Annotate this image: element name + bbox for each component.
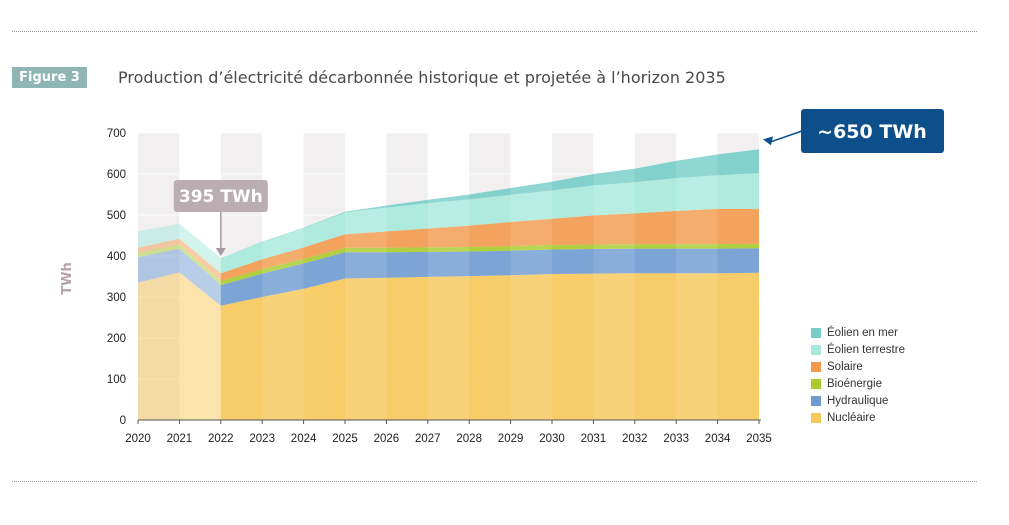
area-projected-eolien-terrestre (220, 173, 760, 274)
area-historical-hydraulique (138, 248, 221, 306)
annotation-arrow (768, 130, 803, 144)
x-tick-label: 2025 (332, 433, 358, 445)
area-projected-hydraulique (220, 248, 760, 306)
annotation-650: ~650 TWh (763, 109, 944, 153)
legend-item: Bioénergie (811, 375, 905, 392)
y-tick-label: 300 (107, 292, 126, 304)
x-tick-label: 2031 (581, 433, 607, 445)
top-divider (12, 31, 977, 32)
x-tick-label: 2030 (539, 433, 565, 445)
y-tick-label: 700 (107, 128, 126, 140)
band-overlay (262, 133, 304, 420)
legend-item: Nucléaire (811, 409, 905, 426)
legend-item: Éolien terrestre (811, 341, 905, 358)
x-tick-label: 2024 (291, 433, 317, 445)
y-axis-label: TWh (60, 262, 75, 294)
band-overlay (427, 133, 470, 420)
x-tick-label: 2027 (415, 433, 441, 445)
legend-swatch (811, 327, 821, 338)
annotation-label: ~650 TWh (817, 121, 927, 143)
x-tick-label: 2026 (374, 433, 400, 445)
area-historical-eolien-terrestre (138, 223, 221, 274)
legend-swatch (811, 378, 821, 389)
figure-badge: Figure 3 (12, 67, 87, 88)
x-tick-label: 2021 (167, 433, 193, 445)
annotation-label: 395 TWh (179, 187, 263, 207)
bottom-divider (12, 481, 977, 482)
legend-item: Solaire (811, 358, 905, 375)
band-overlay (593, 133, 635, 420)
x-tick-label: 2028 (456, 433, 482, 445)
x-tick-label: 2033 (663, 433, 689, 445)
legend-label: Bioénergie (827, 377, 882, 390)
y-tick-label: 200 (107, 333, 126, 345)
y-tick-label: 400 (107, 251, 126, 263)
legend-label: Solaire (827, 360, 863, 373)
legend: Éolien en mer Éolien terrestre Solaire Bioé… (811, 324, 905, 426)
x-tick-label: 2020 (125, 433, 151, 445)
x-tick-label: 2023 (249, 433, 275, 445)
y-tick-label: 0 (120, 415, 126, 427)
area-projected-eolien-en-mer (220, 149, 760, 259)
legend-label: Éolien en mer (827, 326, 898, 339)
annotation-arrowhead (763, 136, 773, 146)
y-tick-label: 500 (107, 210, 126, 222)
area-historical-nucleaire (138, 272, 221, 420)
annotation-395: 395 TWh (173, 180, 268, 257)
x-tick-label: 2032 (622, 433, 648, 445)
legend-swatch (811, 412, 821, 423)
band-overlay (345, 133, 387, 420)
x-tick-label: 2034 (705, 433, 731, 445)
x-tick-label: 2035 (746, 433, 772, 445)
legend-label: Nucléaire (827, 411, 876, 424)
legend-label: Hydraulique (827, 394, 889, 407)
area-historical-solaire (138, 238, 221, 282)
annotation-box (801, 109, 944, 153)
band-overlay (510, 133, 552, 420)
annotation-box (173, 180, 268, 212)
legend-item: Éolien en mer (811, 324, 905, 341)
x-tick-label: 2029 (498, 433, 524, 445)
figure-title: Production d’électricité décarbonnée his… (118, 68, 726, 87)
area-projected-bioenergie (220, 243, 760, 286)
legend-swatch (811, 361, 821, 372)
legend-swatch (811, 344, 821, 355)
legend-swatch (811, 395, 821, 406)
y-tick-label: 100 (107, 374, 126, 386)
band-overlay (676, 133, 718, 420)
legend-label: Éolien terrestre (827, 343, 905, 356)
annotation-arrowhead (215, 248, 226, 257)
area-projected-solaire (220, 208, 760, 282)
y-tick-label: 600 (107, 169, 126, 181)
area-projected-nucleaire (220, 272, 760, 420)
x-tick-label: 2022 (208, 433, 234, 445)
legend-item: Hydraulique (811, 392, 905, 409)
